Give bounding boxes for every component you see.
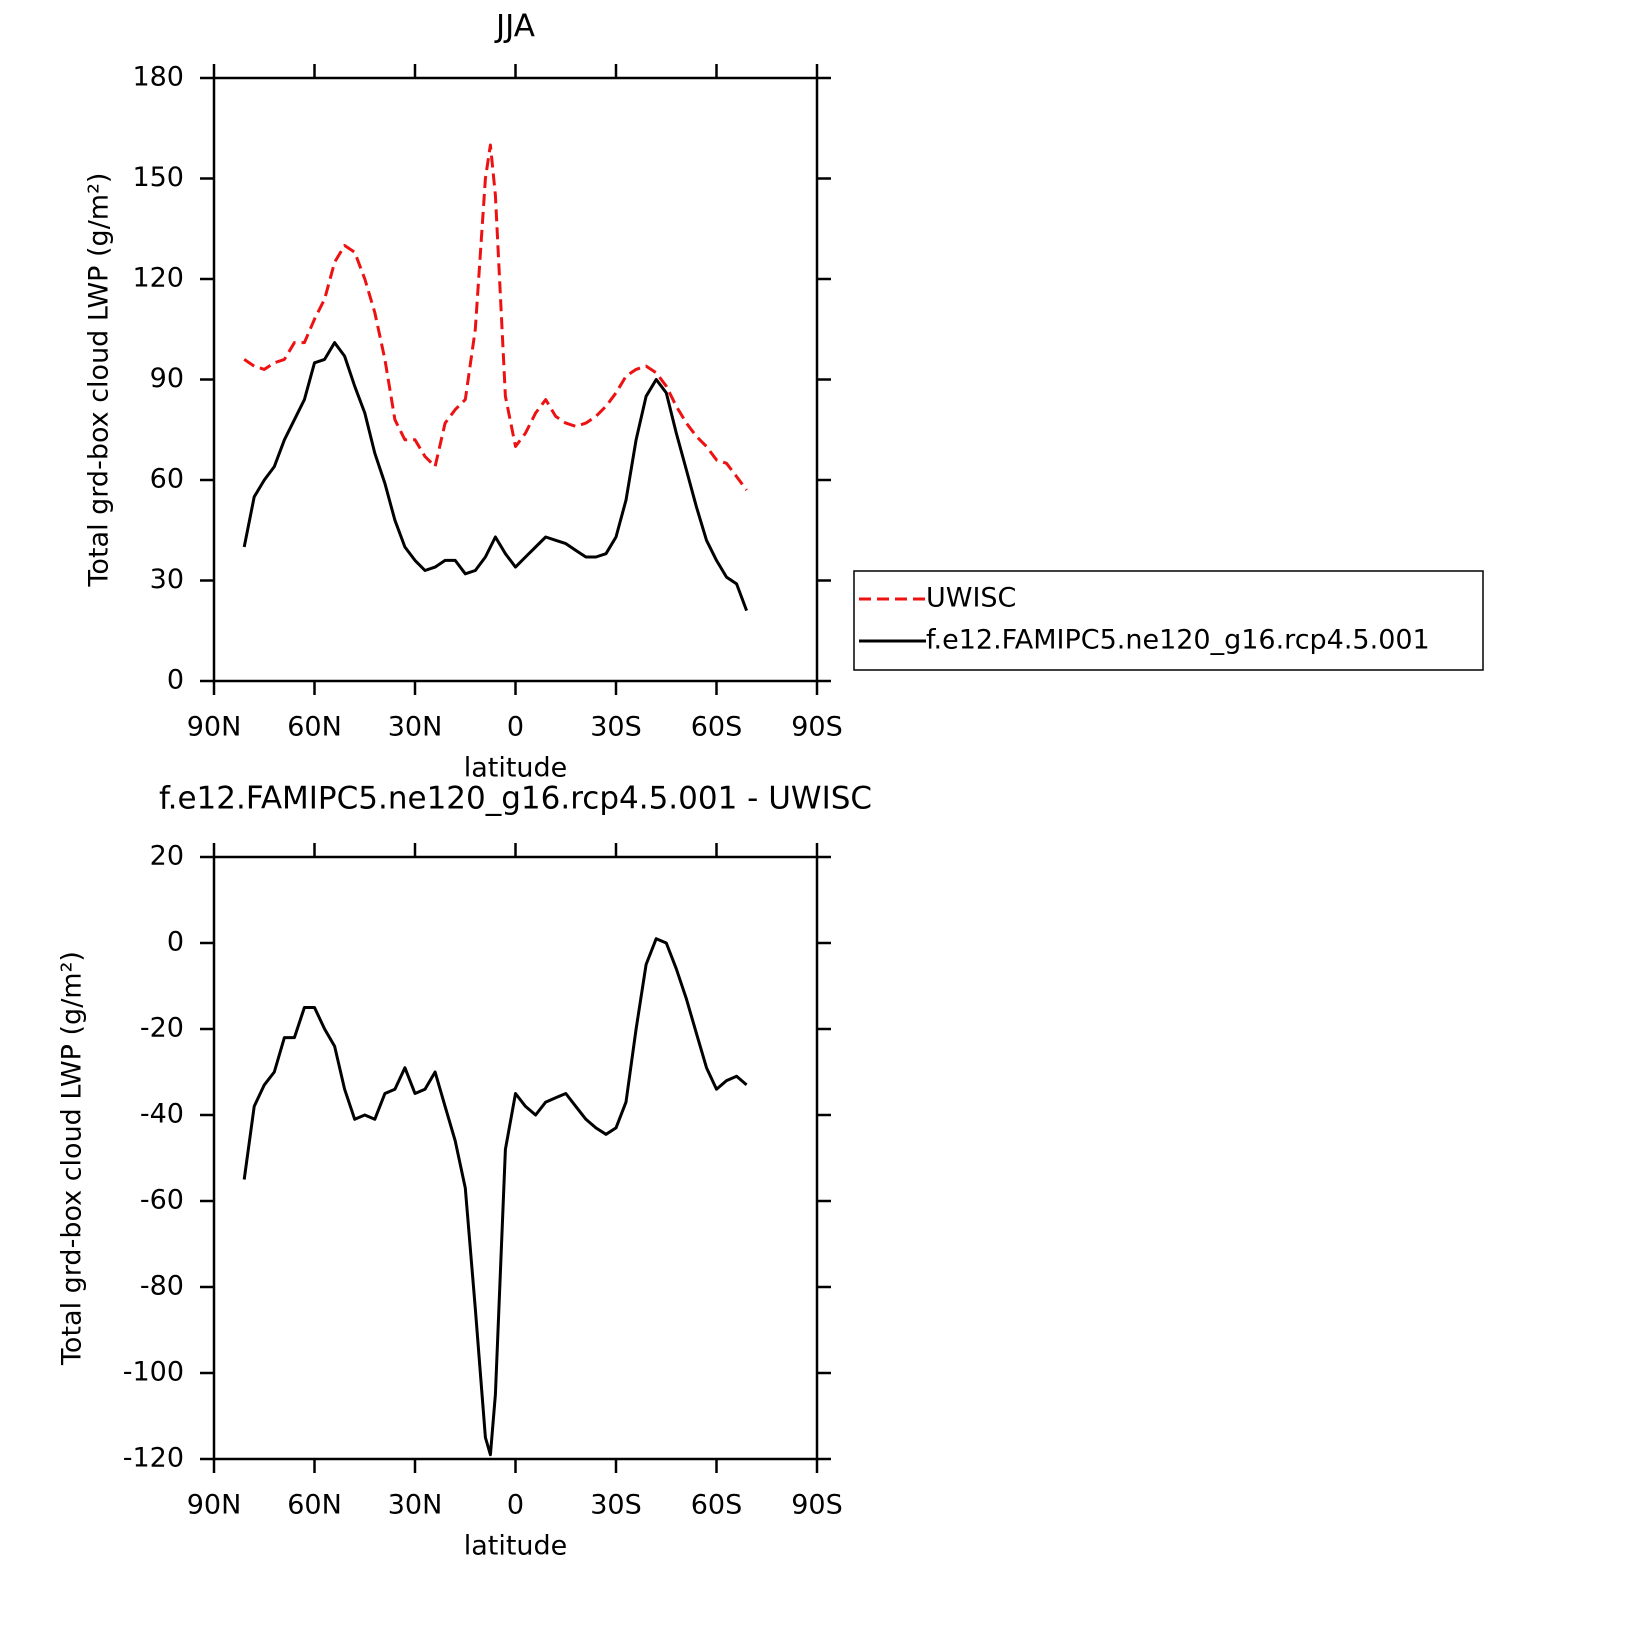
y-axis-label: Total grd-box cloud LWP (g/m²): [84, 173, 115, 588]
y-tick-label: -60: [140, 1185, 184, 1216]
x-axis-label: latitude: [464, 1531, 568, 1562]
y-axis-label: Total grd-box cloud LWP (g/m²): [57, 951, 88, 1366]
legend-label: f.e12.FAMIPC5.ne120_g16.rcp4.5.001: [926, 625, 1430, 656]
y-tick-label: 180: [132, 62, 184, 93]
chart-title: JJA: [494, 9, 535, 45]
y-tick-label: 0: [167, 927, 184, 958]
y-tick-label: 150: [132, 162, 184, 193]
x-axis-label: latitude: [464, 753, 568, 784]
x-tick-label: 60S: [691, 1490, 743, 1521]
x-tick-label: 60N: [287, 1490, 342, 1521]
x-tick-label: 30S: [590, 712, 642, 743]
plot-frame: [212, 76, 819, 683]
y-tick-label: 30: [150, 564, 184, 595]
x-tick-label: 30N: [388, 712, 443, 743]
y-tick-label: 90: [150, 363, 184, 394]
data-line: [243, 143, 748, 491]
x-tick-label: 90S: [791, 712, 843, 743]
y-tick-label: -80: [140, 1271, 184, 1302]
legend: UWISC f.e12.FAMIPC5.ne120_g16.rcp4.5.001: [853, 570, 1484, 671]
x-tick-label: 60N: [287, 712, 342, 743]
legend-box: [853, 570, 1484, 671]
x-tick-label: 30N: [388, 1490, 443, 1521]
y-tick-label: 60: [150, 464, 184, 495]
x-tick-label: 90S: [791, 1490, 843, 1521]
y-tick-label: 120: [132, 263, 184, 294]
y-tick-label: -20: [140, 1013, 184, 1044]
x-tick-label: 60S: [691, 712, 743, 743]
x-tick-label: 0: [507, 1490, 524, 1521]
plot-frame: [212, 855, 819, 1461]
x-tick-label: 0: [507, 712, 524, 743]
data-line: [242, 341, 749, 612]
x-tick-label: 90N: [187, 712, 242, 743]
y-tick-label: 0: [167, 665, 184, 696]
x-tick-label: 30S: [590, 1490, 642, 1521]
data-line: [242, 937, 748, 1457]
chart-title: f.e12.FAMIPC5.ne120_g16.rcp4.5.001 - UWI…: [159, 781, 872, 817]
legend-label: UWISC: [926, 583, 1016, 614]
y-tick-label: -40: [140, 1099, 184, 1130]
y-tick-label: -100: [123, 1357, 184, 1388]
y-tick-label: 20: [150, 841, 184, 872]
x-tick-label: 90N: [187, 1490, 242, 1521]
y-tick-label: -120: [123, 1443, 184, 1474]
